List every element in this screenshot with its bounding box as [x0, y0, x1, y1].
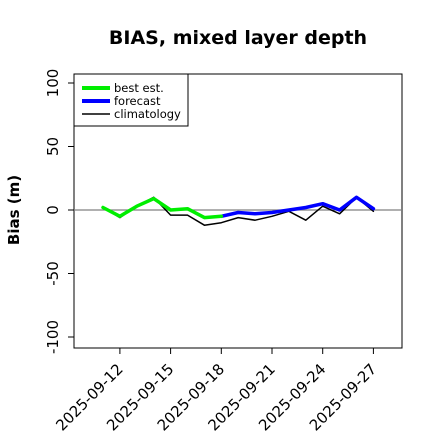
- y-tick-label: 50: [44, 137, 62, 156]
- y-tick-label: -50: [44, 261, 62, 286]
- series-line-forecast: [219, 195, 376, 219]
- chart-title: BIAS, mixed layer depth: [109, 27, 367, 49]
- y-axis-label: Bias (m): [5, 175, 23, 245]
- legend-label-climatology: climatology: [114, 107, 181, 121]
- x-axis: 2025-09-122025-09-152025-09-182025-09-21…: [52, 348, 380, 434]
- y-tick-label: 0: [44, 205, 62, 215]
- y-tick-label: 100: [44, 69, 62, 98]
- legend-label-forecast: forecast: [114, 94, 161, 108]
- plot-area: [73, 73, 403, 349]
- y-axis: 100 50 0 -50 -100: [44, 69, 74, 354]
- series-layer: [101, 195, 376, 226]
- legend: best est. forecast climatology: [73, 73, 189, 127]
- legend-label-best-est: best est.: [114, 81, 164, 95]
- y-tick-label: -100: [44, 320, 62, 354]
- series-line-best-est: [101, 196, 224, 220]
